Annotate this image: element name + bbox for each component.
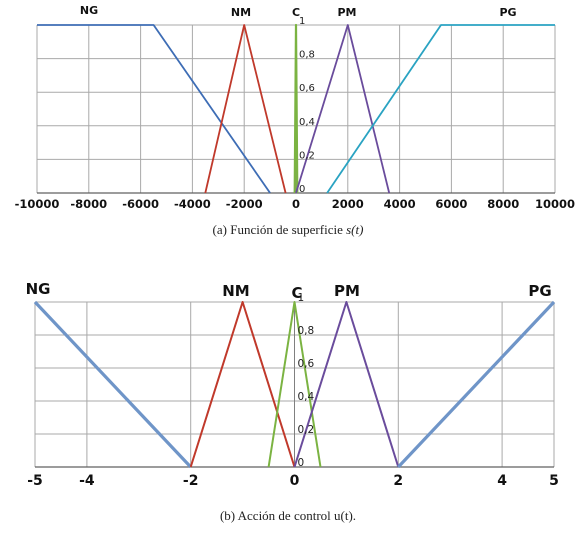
- chart1-series-label-pg: PG: [499, 6, 516, 19]
- chart2-series-pm: [293, 301, 400, 468]
- caption-b-prefix: (b) Acción de control u(t).: [219, 508, 357, 523]
- chart2-x-tick-label: -5: [27, 473, 43, 489]
- caption-a-var: s(t): [346, 222, 364, 237]
- caption-a: (a) Función de superficie s(t): [0, 222, 576, 238]
- chart1-x-tick-label: -4000: [174, 197, 211, 211]
- chart2-series-nm: [189, 301, 296, 468]
- chart2-series-label-pm: PM: [334, 282, 360, 300]
- chart1-x-tick-label: -6000: [122, 197, 159, 211]
- chart2-x-tick-label: 0: [290, 473, 300, 489]
- chart1-x-tick-label: -8000: [70, 197, 107, 211]
- chart1-series-c: [293, 23, 299, 194]
- chart1-y-tick-label: 0,8: [299, 50, 315, 61]
- chart1-x-tick-label: 10000: [535, 197, 575, 211]
- chart1-series-pm: [295, 24, 391, 194]
- chart2-series-label-pg: PG: [528, 282, 551, 300]
- chart1-x-tick-label: 6000: [435, 197, 467, 211]
- chart2-y-tick-label: 0,6: [298, 358, 315, 370]
- chart1-y-tick-label: 0,4: [299, 117, 315, 128]
- chart1-y-tick-label: 1: [299, 16, 305, 27]
- chart1-x-tick-label: -2000: [226, 197, 263, 211]
- chart1-series-nm: [204, 24, 287, 194]
- chart1-x-tick-label: -10000: [15, 197, 60, 211]
- chart2-series-label-ng: NG: [26, 280, 51, 298]
- chart2-y-tick-label: 0,4: [298, 391, 315, 403]
- caption-a-prefix: (a) Función de superficie: [212, 222, 347, 237]
- chart1-y-tick-label: 0: [299, 184, 305, 195]
- chart1-y-tick-label: 0,6: [299, 83, 315, 94]
- chart2-x-tick-label: 5: [549, 473, 559, 489]
- chart2-y-tick-label: 0: [298, 457, 305, 469]
- chart1-series-label-pm: PM: [337, 6, 356, 19]
- chart2-series-label-nm: NM: [222, 282, 249, 300]
- chart2-series-ng: [33, 300, 192, 469]
- chart1-x-tick-label: 8000: [487, 197, 519, 211]
- chart2-y-tick-label: 0,2: [298, 424, 315, 436]
- chart1-series-ng: [37, 24, 271, 194]
- chart2-x-tick-label: 4: [497, 473, 507, 489]
- chart1-x-tick-label: 4000: [384, 197, 416, 211]
- chart2-x-tick-label: -2: [183, 473, 199, 489]
- chart2-x-tick-label: 2: [393, 473, 403, 489]
- chart1-x-tick-label: 0: [292, 197, 300, 211]
- caption-b: (b) Acción de control u(t).: [0, 508, 576, 524]
- chart1-x-tick-label: 2000: [332, 197, 364, 211]
- chart2-x-tick-label: -4: [79, 473, 95, 489]
- chart2-y-tick-label: 1: [298, 292, 305, 304]
- chart-a: 0 0,2 0,4 0,6 0,8 1 -10000 -8000 -6000 -4000 -2000…: [15, 4, 575, 211]
- chart2-series-label-c: C: [291, 284, 302, 302]
- chart2-y-tick-label: 0,8: [298, 325, 315, 337]
- chart1-series-label-c: C: [292, 6, 300, 19]
- chart1-series-label-ng: NG: [80, 4, 98, 17]
- chart1-y-tick-label: 0,2: [299, 150, 315, 161]
- chart-b: 0 0,2 0,4 0,6 0,8 1 -5 -4 -2 0 2 4 5 NG NM C PM PG: [26, 280, 559, 489]
- chart2-series-pg: [397, 300, 556, 469]
- chart1-series-pg: [326, 24, 555, 194]
- chart1-series-label-nm: NM: [231, 6, 251, 19]
